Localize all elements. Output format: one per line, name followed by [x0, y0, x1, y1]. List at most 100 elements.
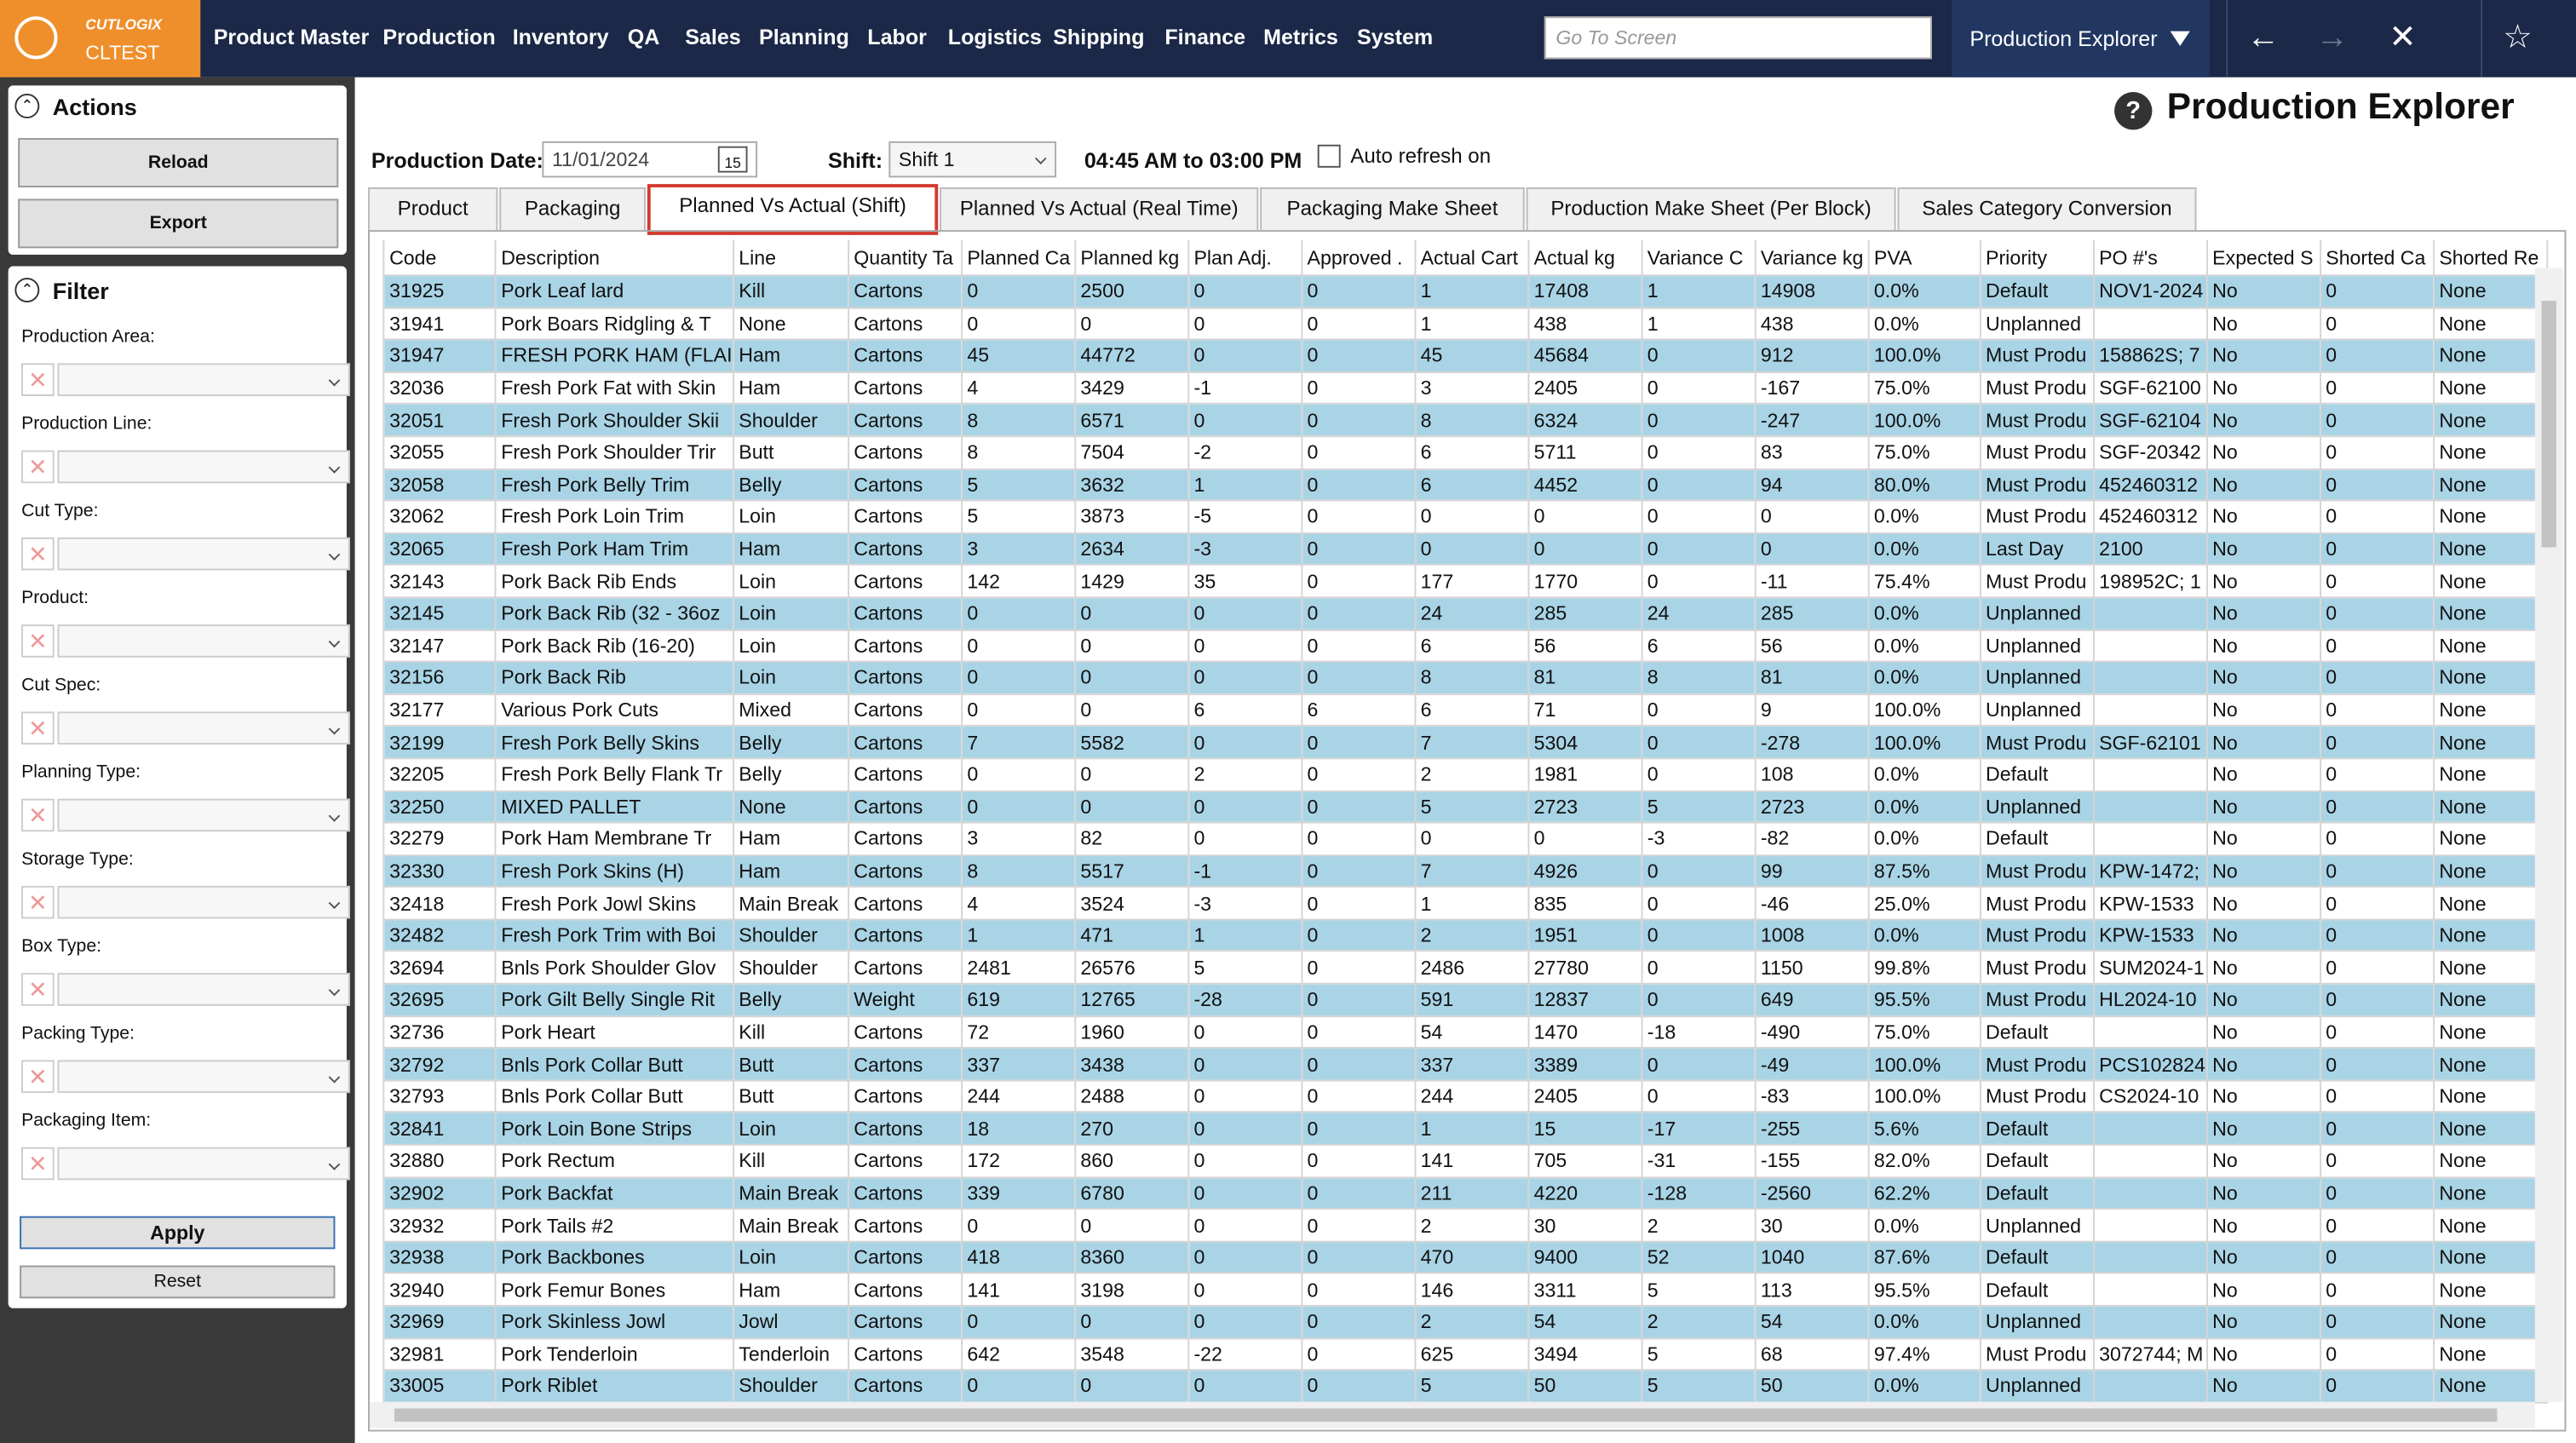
table-row[interactable]: 32147 Pork Back Rib (16-20) Loin Cartons 0 0 0…: [382, 629, 2548, 663]
table-row[interactable]: 32792 Bnls Pork Collar Butt Butt Cartons 337…: [382, 1047, 2548, 1082]
table-row[interactable]: 32055 Fresh Pork Shoulder Trir Butt Cartons…: [382, 435, 2548, 469]
date-input[interactable]: 11/01/2024 15: [542, 141, 758, 178]
filter-dropdown[interactable]: [57, 973, 350, 1006]
column-header[interactable]: Planned Ca: [960, 239, 1076, 277]
clear-button[interactable]: ✕: [21, 885, 55, 919]
table-row[interactable]: 32981 Pork Tenderloin Tenderloin Cartons 642…: [382, 1337, 2548, 1371]
clear-button[interactable]: ✕: [21, 973, 55, 1006]
table-row[interactable]: 32145 Pork Back Rib (32 - 36oz Loin Cartons…: [382, 596, 2548, 630]
table-row[interactable]: 32205 Fresh Pork Belly Flank Tr Belly Carto…: [382, 757, 2548, 791]
clear-button[interactable]: ✕: [21, 537, 55, 571]
table-row[interactable]: 32065 Fresh Pork Ham Trim Ham Cartons 3 2634-…: [382, 532, 2548, 566]
filter-dropdown[interactable]: [57, 711, 350, 745]
table-row[interactable]: 32143 Pork Back Rib Ends Loin Cartons 142 142…: [382, 564, 2548, 599]
column-header[interactable]: Priority: [1979, 239, 2095, 277]
table-row[interactable]: 32736 Pork Heart Kill Cartons 72 1960 0 0 54 1470…: [382, 1015, 2548, 1049]
table-row[interactable]: 32156 Pork Back Rib Loin Cartons 0 0 0 0 8 81 8 81 0…: [382, 660, 2548, 695]
filter-dropdown[interactable]: [57, 624, 350, 658]
column-header[interactable]: Planned kg: [1073, 239, 1189, 277]
scroll-thumb[interactable]: [394, 1408, 2498, 1422]
menu-item[interactable]: Metrics: [1263, 24, 1338, 49]
table-row[interactable]: 33005 Pork Riblet Shoulder Cartons 0 0 0 0 5 50 5 5…: [382, 1369, 2548, 1404]
table-row[interactable]: 31925 Pork Leaf lard Kill Cartons 0 2500 0 0 1 17…: [382, 274, 2548, 308]
filter-dropdown[interactable]: [57, 885, 350, 919]
table-row[interactable]: 32940 Pork Femur Bones Ham Cartons 141 3198 0 0…: [382, 1273, 2548, 1307]
forward-button[interactable]: →: [2315, 20, 2349, 56]
filter-dropdown[interactable]: [57, 1147, 350, 1181]
shift-select[interactable]: Shift 1: [888, 141, 1057, 178]
filter-dropdown[interactable]: [57, 450, 350, 484]
tab[interactable]: Production Make Sheet (Per Block): [1526, 187, 1896, 231]
back-button[interactable]: ←: [2226, 0, 2298, 78]
action-button[interactable]: Export: [18, 198, 339, 249]
table-row[interactable]: 32969 Pork Skinless Jowl Jowl Cartons 0 0 0 0 2 5…: [382, 1304, 2548, 1339]
tab[interactable]: Planned Vs Actual (Real Time): [940, 187, 1259, 231]
table-row[interactable]: 32058 Fresh Pork Belly Trim Belly Cartons 5 3…: [382, 468, 2548, 502]
column-header[interactable]: Actual kg: [1527, 239, 1642, 277]
table-row[interactable]: 32199 Fresh Pork Belly Skins Belly Cartons 7…: [382, 725, 2548, 760]
menu-item[interactable]: Planning: [758, 24, 849, 49]
menu-item[interactable]: Finance: [1164, 24, 1246, 49]
horizontal-scrollbar[interactable]: [369, 1401, 2535, 1429]
search-input[interactable]: Go To Screen: [1544, 16, 1932, 60]
filter-dropdown[interactable]: [57, 1060, 350, 1094]
favorite-button[interactable]: ☆: [2481, 0, 2553, 78]
table-row[interactable]: 31947 FRESH PORK HAM (FLAI Ham Cartons 45 447…: [382, 338, 2548, 373]
filter-dropdown[interactable]: [57, 798, 350, 832]
column-header[interactable]: Line: [732, 239, 849, 277]
table-row[interactable]: 32330 Fresh Pork Skins (H) Ham Cartons 8 5517…: [382, 854, 2548, 888]
tab[interactable]: Sales Category Conversion: [1897, 187, 2197, 231]
menu-item[interactable]: Shipping: [1053, 24, 1145, 49]
menu-item[interactable]: QA: [627, 24, 660, 49]
column-header[interactable]: Plan Adj.: [1187, 239, 1302, 277]
table-row[interactable]: 32880 Pork Rectum Kill Cartons 172 860 0 0 141 70…: [382, 1143, 2548, 1178]
tab[interactable]: Planned Vs Actual (Shift): [647, 184, 939, 235]
table-row[interactable]: 32250 MIXED PALLET None Cartons 0 0 0 0 5 2723 5 27…: [382, 790, 2548, 824]
filter-dropdown[interactable]: [57, 363, 350, 396]
clear-button[interactable]: ✕: [21, 798, 55, 832]
column-header[interactable]: Shorted Re: [2432, 239, 2548, 277]
clear-button[interactable]: ✕: [21, 1060, 55, 1094]
table-row[interactable]: 32938 Pork Backbones Loin Cartons 418 8360 0 0 4…: [382, 1240, 2548, 1275]
tab[interactable]: Product: [367, 187, 498, 231]
clear-button[interactable]: ✕: [21, 711, 55, 745]
column-header[interactable]: Description: [494, 239, 734, 277]
tab[interactable]: Packaging Make Sheet: [1260, 187, 1525, 231]
column-header[interactable]: Code: [382, 239, 497, 277]
table-row[interactable]: 31941 Pork Boars Ridgling & T None Cartons 0…: [382, 307, 2548, 341]
column-header[interactable]: Expected S: [2205, 239, 2321, 277]
column-header[interactable]: Variance C: [1641, 239, 1757, 277]
filter-dropdown[interactable]: [57, 537, 350, 571]
screen-selector[interactable]: Production Explorer: [1952, 0, 2210, 78]
menu-item[interactable]: System: [1356, 24, 1434, 49]
collapse-icon[interactable]: ⌃: [14, 93, 40, 118]
table-row[interactable]: 32694 Bnls Pork Shoulder Glov Shoulder Cart…: [382, 951, 2548, 985]
action-button[interactable]: Reload: [18, 138, 339, 187]
table-row[interactable]: 32051 Fresh Pork Shoulder Skii Shoulder Car…: [382, 403, 2548, 438]
filter-button[interactable]: Reset: [20, 1265, 336, 1299]
clear-button[interactable]: ✕: [21, 450, 55, 484]
close-button[interactable]: ✕: [2389, 20, 2417, 56]
menu-item[interactable]: Inventory: [512, 24, 609, 49]
table-row[interactable]: 32902 Pork Backfat Main Break Cartons 339 678…: [382, 1176, 2548, 1210]
calendar-icon[interactable]: 15: [717, 146, 748, 173]
table-row[interactable]: 32793 Bnls Pork Collar Butt Butt Cartons 244…: [382, 1079, 2548, 1114]
column-header[interactable]: Shorted Ca: [2319, 239, 2435, 277]
table-row[interactable]: 32841 Pork Loin Bone Strips Loin Cartons 18 2…: [382, 1112, 2548, 1146]
clear-button[interactable]: ✕: [21, 1147, 55, 1181]
table-row[interactable]: 32036 Fresh Pork Fat with Skin Ham Cartons 4…: [382, 371, 2548, 405]
clear-button[interactable]: ✕: [21, 624, 55, 658]
column-header[interactable]: Actual Cart: [1413, 239, 1529, 277]
logo[interactable]: CUTLOGIX CLTEST: [0, 0, 201, 78]
table-row[interactable]: 32482 Fresh Pork Trim with Boi Shoulder Car…: [382, 918, 2548, 952]
table-row[interactable]: 32279 Pork Ham Membrane Tr Ham Cartons 3 82 0 0…: [382, 821, 2548, 856]
column-header[interactable]: Approved .: [1300, 239, 1416, 277]
menu-item[interactable]: Labor: [867, 24, 927, 49]
column-header[interactable]: Quantity Ta: [847, 239, 963, 277]
table-row[interactable]: 32177 Various Pork Cuts Mixed Cartons 0 0 6 6 6 7…: [382, 693, 2548, 727]
menu-item[interactable]: Product Master: [213, 24, 370, 49]
menu-item[interactable]: Production: [382, 24, 496, 49]
filter-button[interactable]: Apply: [20, 1216, 336, 1250]
scroll-thumb[interactable]: [2541, 301, 2556, 548]
collapse-icon[interactable]: ⌃: [14, 278, 40, 303]
